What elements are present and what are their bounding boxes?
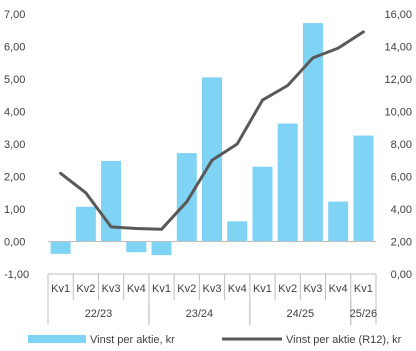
right-axis-ticks: 0,00 2,00 4,00 6,00 8,00 10,00 12,00 14,00 16,00	[384, 9, 412, 281]
left-tick-label: 2,00	[4, 172, 25, 184]
line-point	[312, 57, 314, 59]
category-label: Kv1	[253, 283, 272, 295]
legend-bar-label: Vinst per aktie, kr	[90, 334, 175, 346]
line-point	[186, 201, 188, 203]
line-point	[135, 228, 137, 229]
line-point	[110, 226, 112, 228]
category-label: Kv4	[127, 283, 146, 295]
category-label: Kv2	[76, 283, 95, 295]
group-label: 25/26	[350, 308, 378, 320]
group-label: 23/24	[186, 308, 214, 320]
bar	[126, 241, 147, 253]
bar	[252, 166, 273, 242]
left-tick-label: 0,00	[4, 237, 25, 249]
bar	[277, 123, 298, 242]
category-label: Kv3	[303, 283, 322, 295]
category-label: Kv3	[203, 283, 222, 295]
right-tick-label: 14,00	[384, 42, 412, 54]
bar	[101, 160, 122, 242]
category-axis: Kv1 Kv2 Kv3 Kv4 Kv1 Kv2 Kv3 Kv4 Kv1 Kv2 Kv3 Kv4 Kv1 2…	[47, 273, 378, 325]
line-point	[362, 31, 364, 33]
line-point	[337, 47, 339, 49]
bar	[50, 241, 71, 254]
category-label: Kv2	[177, 283, 196, 295]
category-label: Kv1	[152, 283, 171, 295]
bar	[227, 221, 248, 242]
bar	[353, 135, 374, 242]
left-tick-label: 4,00	[4, 107, 25, 119]
right-tick-label: 16,00	[384, 9, 412, 21]
line-point	[261, 99, 263, 101]
category-label: Kv1	[51, 283, 70, 295]
category-label: Kv1	[354, 283, 373, 295]
right-tick-label: 12,00	[384, 74, 412, 86]
legend-bar-swatch	[28, 335, 86, 343]
left-tick-label: 7,00	[4, 9, 25, 21]
group-label: 22/23	[85, 308, 113, 320]
bar	[176, 153, 197, 242]
bar-series	[50, 23, 374, 256]
right-tick-label: 10,00	[384, 107, 412, 119]
bar	[151, 241, 172, 256]
line-point	[85, 192, 87, 194]
left-tick-label: 5,00	[4, 74, 25, 86]
left-tick-label: 1,00	[4, 204, 25, 216]
bar	[75, 206, 96, 242]
bar	[328, 201, 349, 242]
legend-line-label: Vinst per aktie (R12), kr	[286, 334, 402, 346]
category-label: Kv3	[102, 283, 121, 295]
right-tick-label: 8,00	[391, 139, 412, 151]
left-tick-label: -1,00	[4, 269, 29, 281]
right-tick-label: 6,00	[391, 172, 412, 184]
category-label: Kv2	[278, 283, 297, 295]
left-tick-label: 3,00	[4, 139, 25, 151]
category-label: Kv4	[329, 283, 348, 295]
line-point	[161, 228, 163, 230]
line-point	[60, 172, 62, 174]
line-point	[287, 85, 289, 86]
left-tick-label: 6,00	[4, 42, 25, 54]
category-label: Kv4	[228, 283, 247, 295]
line-point	[236, 143, 238, 145]
line-series	[59, 30, 365, 231]
bar	[302, 23, 323, 242]
line-point	[211, 159, 213, 161]
group-label: 24/25	[287, 308, 315, 320]
left-axis-ticks: -1,00 0,00 1,00 2,00 3,00 4,00 5,00 6,00 7,00	[4, 9, 29, 281]
right-tick-label: 2,00	[391, 237, 412, 249]
right-tick-label: 4,00	[391, 204, 412, 216]
right-tick-label: 0,00	[391, 269, 412, 281]
legend: Vinst per aktie, kr Vinst per aktie (R12)…	[28, 334, 402, 346]
